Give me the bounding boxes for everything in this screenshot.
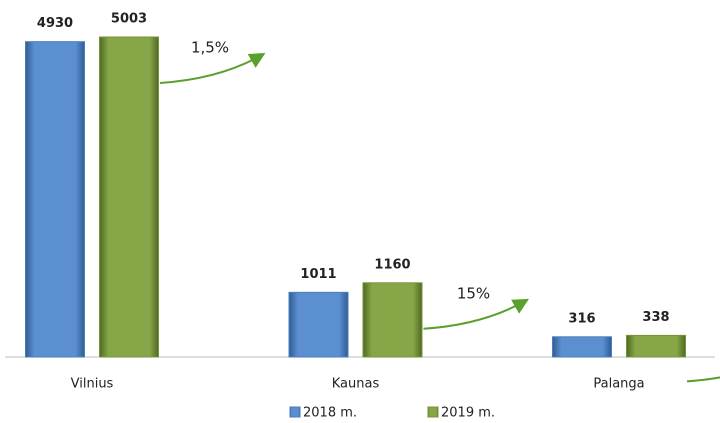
growth-annotation: 15% [457,284,490,302]
x-tick-label: Palanga [593,377,644,392]
bar [99,36,159,358]
bar [552,336,612,358]
data-label: 1011 [300,267,336,282]
data-label: 1160 [374,257,410,272]
x-tick-label: Kaunas [332,377,380,392]
x-tick-label: Vilnius [71,377,114,392]
bar [362,282,423,358]
growth-arrow [159,53,266,84]
data-label: 5003 [111,12,147,27]
legend-label: 2019 m. [441,406,495,421]
growth-arrow [686,376,720,383]
bar [288,291,349,358]
bar [25,41,85,358]
legend-swatch [427,406,439,418]
data-label: 338 [642,310,669,325]
data-label: 316 [568,311,595,326]
growth-arrow [423,298,529,330]
data-label: 4930 [37,16,73,31]
legend-label: 2018 m. [303,406,357,421]
legend-swatch [289,406,301,418]
growth-annotation: 1,5% [191,39,229,57]
bar [626,334,686,358]
